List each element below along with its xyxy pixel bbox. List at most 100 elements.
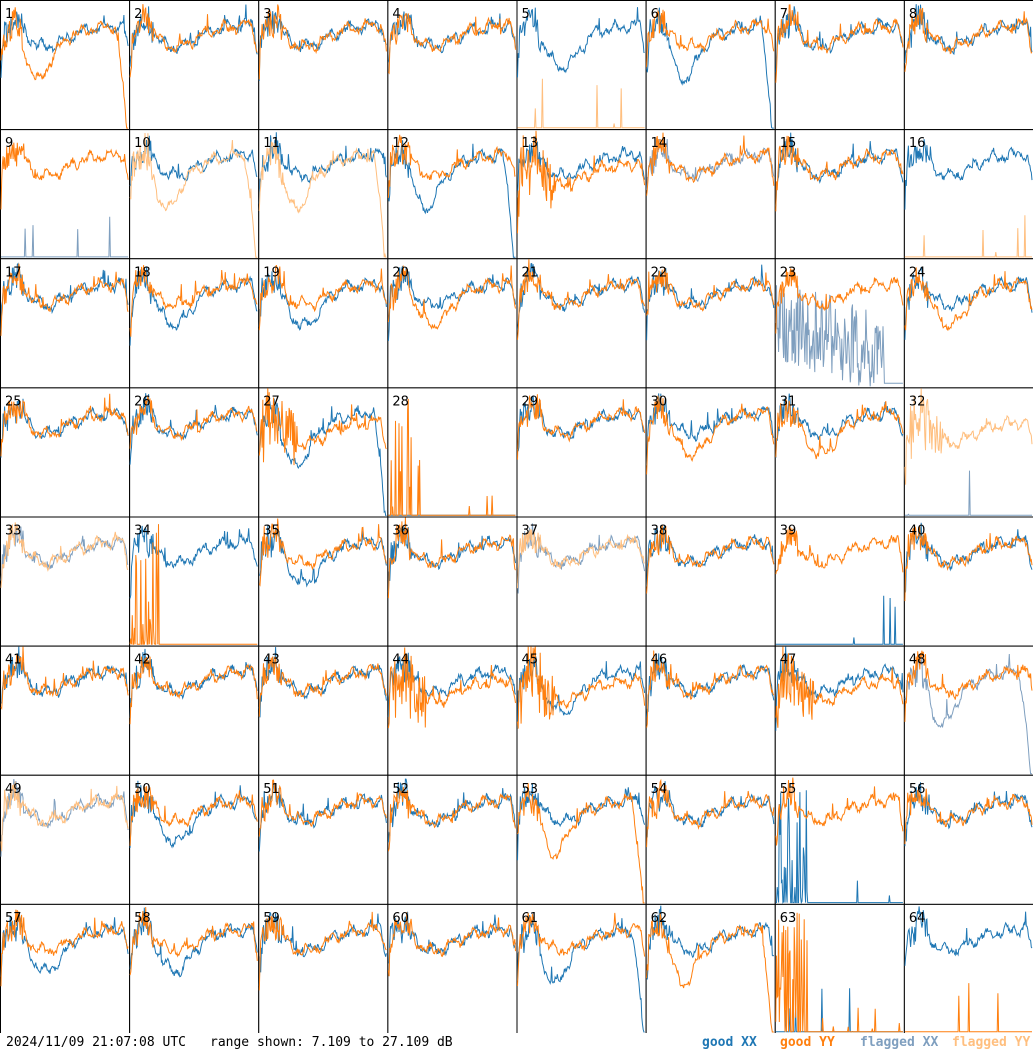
panel-37: 37: [516, 516, 647, 647]
panel-31: 31: [774, 387, 905, 518]
panel-number: 44: [392, 653, 409, 668]
series-yy-good: [517, 783, 645, 904]
series-xx-good: [129, 266, 258, 346]
panel-frame: [516, 0, 647, 131]
panel-4: 4: [387, 0, 518, 131]
panel-54: 54: [645, 774, 776, 905]
panel-34: 34: [129, 516, 260, 647]
panel-48: 48: [903, 645, 1033, 776]
panel-51: 51: [258, 774, 389, 905]
panel-36: 36: [387, 516, 518, 647]
panel-20: 20: [387, 258, 518, 389]
panel-frame: [258, 645, 389, 776]
panel-number: 4: [392, 7, 400, 22]
panel-35: 35: [258, 516, 389, 647]
series-xx-good: [646, 393, 775, 466]
series-yy-good: [387, 265, 516, 330]
series-yy-flagged: [517, 78, 645, 129]
panel-number: 31: [780, 394, 797, 409]
panel-38: 38: [645, 516, 776, 647]
panel-number: 56: [909, 782, 926, 797]
series-yy-good: [387, 647, 516, 729]
series-yy-good: [904, 267, 1033, 331]
series-yy-good: [0, 7, 129, 129]
panel-number: 42: [134, 653, 151, 668]
panel-64: 64: [903, 903, 1033, 1033]
series-yy-good: [517, 259, 646, 340]
timestamp: 2024/11/09 21:07:08 UTC: [6, 1035, 187, 1050]
panel-47: 47: [774, 645, 905, 776]
panel-number: 49: [5, 782, 22, 797]
panel-number: 36: [392, 524, 409, 539]
panel-19: 19: [258, 258, 389, 389]
series-yy-flagged: [0, 522, 129, 588]
series-yy-good: [775, 527, 904, 575]
panel-30: 30: [645, 387, 776, 518]
series-yy-good: [387, 912, 516, 977]
panel-number: 6: [651, 7, 659, 22]
series-xx-good: [258, 398, 387, 516]
panel-42: 42: [129, 645, 260, 776]
series-yy-good: [775, 912, 903, 1033]
panel-52: 52: [387, 774, 518, 905]
panel-number: 20: [392, 265, 409, 280]
series-yy-good: [258, 4, 387, 80]
series-xx-flagged: [775, 285, 903, 387]
series-xx-good: [646, 7, 774, 129]
series-yy-good: [517, 912, 646, 987]
panel-number: 30: [651, 394, 668, 409]
panel-49: 49: [0, 774, 131, 905]
panel-number: 50: [134, 782, 151, 797]
series-yy-good: [388, 398, 516, 516]
panel-41: 41: [0, 645, 131, 776]
panel-58: 58: [129, 903, 260, 1033]
panel-59: 59: [258, 903, 389, 1033]
panel-44: 44: [387, 645, 518, 776]
series-yy-good: [517, 394, 646, 460]
series-yy-good: [387, 134, 516, 198]
series-xx-flagged: [1, 216, 129, 258]
panel-number: 25: [5, 394, 22, 409]
panel-number: 8: [909, 7, 917, 22]
series-yy-good: [904, 788, 1033, 845]
series-yy-good: [517, 646, 646, 729]
panel-number: 46: [651, 653, 668, 668]
panel-frame: [258, 387, 389, 518]
series-yy-good: [775, 777, 904, 846]
panel-56: 56: [903, 774, 1033, 905]
panel-63: 63: [774, 903, 905, 1033]
panel-43: 43: [258, 645, 389, 776]
series-yy-good: [258, 388, 387, 466]
series-yy-good: [646, 9, 775, 67]
series-yy-good: [646, 525, 775, 594]
panel-number: 27: [263, 394, 280, 409]
panel-9: 9: [0, 129, 131, 260]
panel-62: 62: [645, 903, 776, 1033]
panel-45: 45: [516, 645, 647, 776]
panel-number: 9: [5, 136, 13, 151]
panel-55: 55: [774, 774, 905, 905]
panel-number: 47: [780, 653, 797, 668]
series-xx-good: [517, 783, 646, 861]
panel-number: 12: [392, 136, 409, 151]
panel-number: 3: [263, 7, 271, 22]
panel-7: 7: [774, 0, 905, 131]
series-yy-good: [775, 268, 904, 334]
series-yy-good: [646, 267, 775, 316]
panel-frame: [645, 516, 776, 647]
panel-25: 25: [0, 387, 131, 518]
panel-number: 22: [651, 265, 668, 280]
legend-good-xx: good XX: [702, 1035, 757, 1050]
legend-flagged-xx: flagged XX: [860, 1035, 939, 1050]
panel-number: 43: [263, 653, 280, 668]
series-yy-good: [129, 396, 258, 449]
panel-57: 57: [0, 903, 131, 1033]
panel-number: 41: [5, 653, 22, 668]
series-yy-good: [129, 4, 258, 78]
series-yy-good: [129, 265, 258, 337]
series-xx-good: [646, 525, 775, 587]
series-yy-good: [129, 786, 258, 846]
panel-10: 10: [129, 129, 260, 260]
panel-frame: [258, 903, 389, 1033]
